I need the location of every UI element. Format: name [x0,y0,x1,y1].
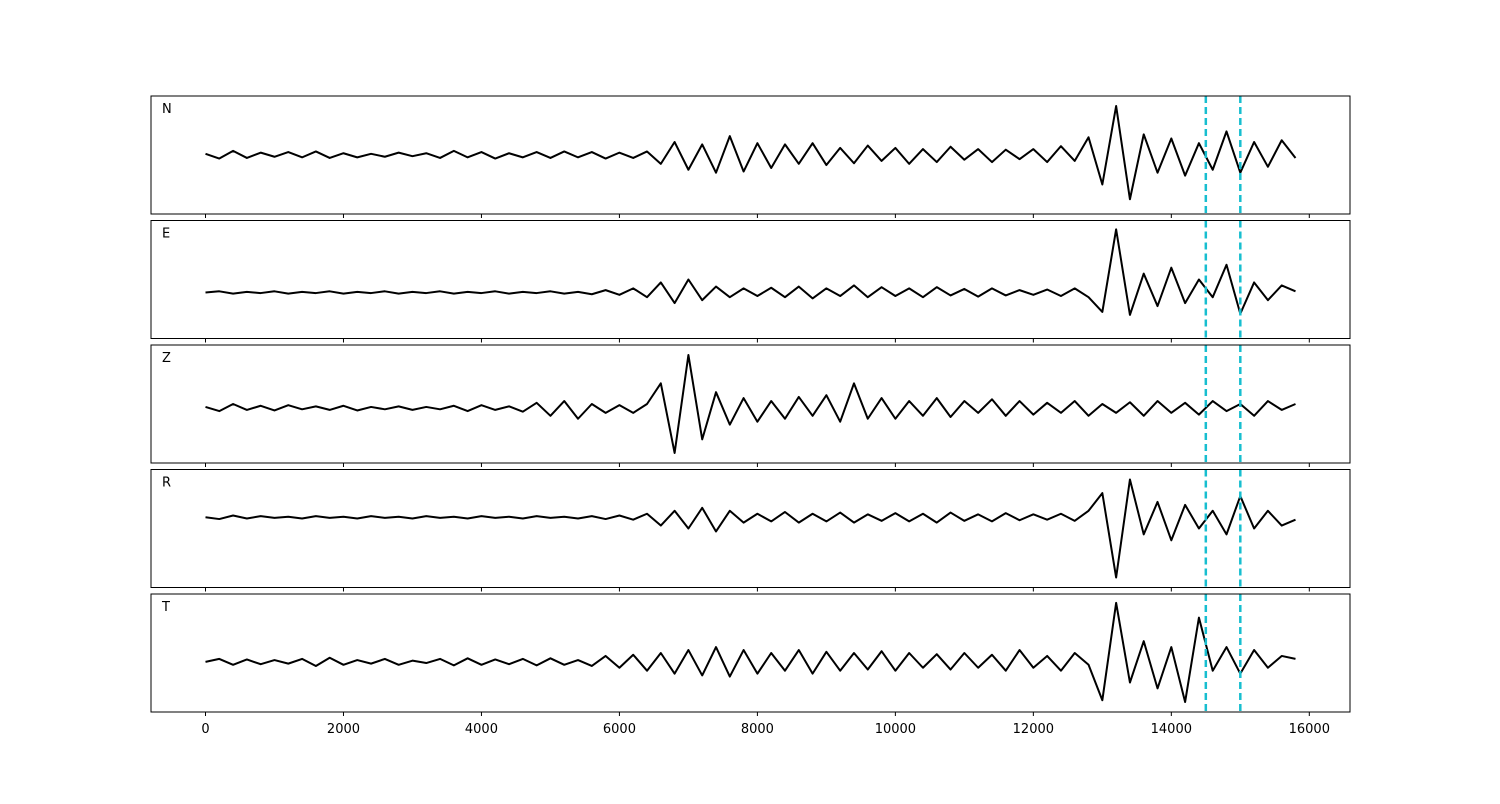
trace [205,105,1297,201]
panel-label: R [162,476,171,491]
panel-label: T [161,600,170,615]
panel-frame [150,469,1351,588]
panel-frame [150,95,1351,215]
panel-label: Z [162,351,171,366]
trace [205,354,1296,454]
x-tick-label: 12000 [1013,722,1054,737]
x-tick-label: 16000 [1289,722,1330,737]
panel-frame [150,220,1351,339]
x-tick-label: 4000 [465,722,498,737]
panel-label: N [162,102,172,117]
x-tick-label: 0 [201,722,209,737]
trace [205,228,1296,316]
x-tick-label: 6000 [603,722,636,737]
panel-frame [150,344,1351,464]
x-tick-label: 14000 [1151,722,1192,737]
x-tick-label: 2000 [327,722,360,737]
trace [205,601,1296,703]
x-tick-label: 8000 [741,722,774,737]
x-tick-label: 10000 [875,722,916,737]
panel-label: E [162,227,170,242]
trace [205,478,1296,579]
panel-frame [150,593,1351,713]
